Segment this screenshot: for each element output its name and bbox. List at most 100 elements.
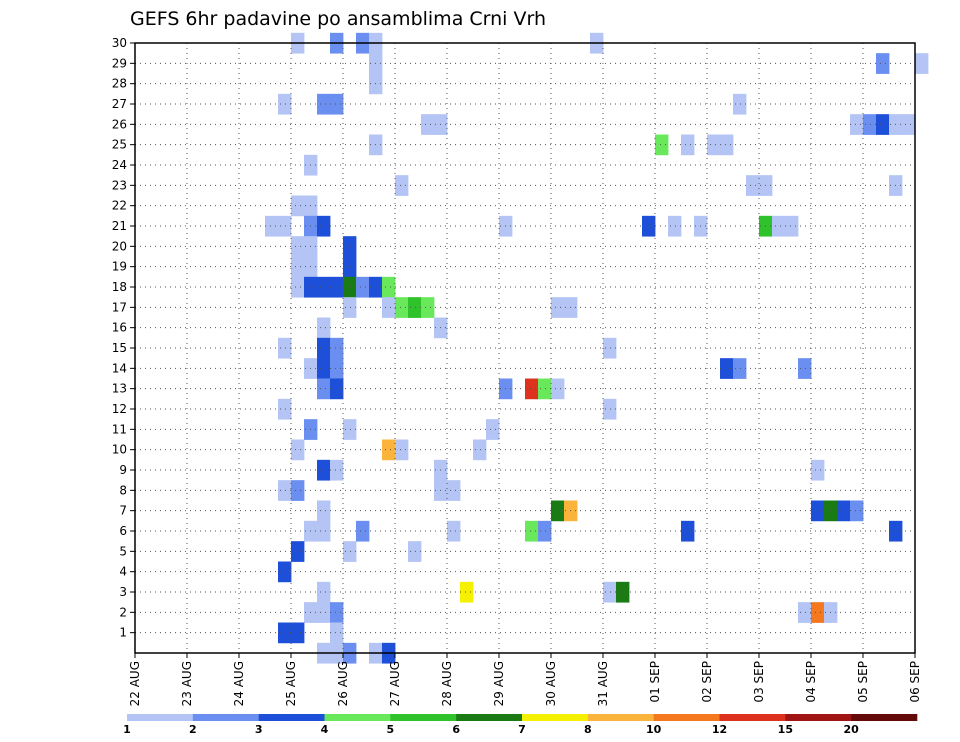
heatmap-cell xyxy=(291,439,305,461)
y-tick-label: 28 xyxy=(112,77,127,91)
heatmap-cell xyxy=(382,276,396,298)
heatmap-cell xyxy=(330,602,344,623)
grid-lines xyxy=(135,43,915,653)
heatmap-cell xyxy=(447,520,461,542)
y-tick-label: 12 xyxy=(112,402,127,416)
heatmap-cell xyxy=(343,541,357,562)
y-tick-label: 14 xyxy=(112,361,127,375)
heatmap-cell xyxy=(317,378,331,400)
chart-title: GEFS 6hr padavine po ansamblima Crni Vrh xyxy=(130,8,546,30)
y-tick-label: 4 xyxy=(119,565,127,579)
y-tick-label: 25 xyxy=(112,138,127,152)
heatmap-cell xyxy=(330,358,344,379)
heatmap-cell xyxy=(291,480,305,501)
y-tick-label: 10 xyxy=(112,443,127,457)
heatmap-cell xyxy=(330,93,344,115)
heatmap-cell xyxy=(551,378,565,400)
heatmap-cell xyxy=(343,256,357,278)
heatmap-cell xyxy=(317,317,331,339)
heatmap-cell xyxy=(733,358,747,379)
heatmap-cell xyxy=(343,297,357,318)
colorbar-label: 15 xyxy=(778,723,793,736)
colorbar-label: 4 xyxy=(321,723,329,736)
heatmap-cell xyxy=(317,581,331,603)
y-tick-label: 2 xyxy=(119,605,127,619)
heatmap-cell xyxy=(278,215,292,237)
x-tick-label: 28 AUG xyxy=(440,661,454,706)
y-tick-label: 1 xyxy=(119,626,127,640)
heatmap-cell xyxy=(317,337,331,359)
heatmap-cell xyxy=(551,297,565,318)
heatmap-cell xyxy=(681,134,695,156)
colorbar-label: 12 xyxy=(712,723,727,736)
y-tick-label: 9 xyxy=(119,463,127,477)
heatmap-cell xyxy=(291,236,305,257)
colorbar-label: 2 xyxy=(189,723,197,736)
y-tick-label: 3 xyxy=(119,585,127,599)
heatmap-cell xyxy=(330,378,344,400)
y-tick-label: 6 xyxy=(119,524,127,538)
x-tick-label: 04 SEP xyxy=(804,661,818,703)
y-tick-label: 17 xyxy=(112,300,127,314)
colorbar-swatch xyxy=(127,714,194,721)
heatmap-cell xyxy=(486,419,500,440)
colorbar-label: 6 xyxy=(452,723,460,736)
heatmap-cell xyxy=(473,439,487,461)
colorbar-swatch xyxy=(785,714,852,721)
y-tick-label: 11 xyxy=(112,422,127,436)
heatmap-cell xyxy=(291,622,305,644)
heatmap-cell xyxy=(395,297,409,318)
colorbar-swatch xyxy=(258,714,325,721)
x-tick-label: 31 AUG xyxy=(596,661,610,706)
heatmap-cell xyxy=(655,134,669,156)
heatmap-cell xyxy=(317,276,331,298)
x-tick-label: 30 AUG xyxy=(544,661,558,706)
x-tick-label: 01 SEP xyxy=(648,661,662,703)
x-tick-label: 05 SEP xyxy=(856,661,870,703)
y-tick-label: 26 xyxy=(112,117,127,131)
colorbar-swatch xyxy=(587,714,654,721)
heatmap-cell xyxy=(538,520,552,542)
y-tick-label: 21 xyxy=(112,219,127,233)
x-tick-label: 29 AUG xyxy=(492,661,506,706)
heatmap-cell xyxy=(278,561,292,583)
y-tick-label: 18 xyxy=(112,280,127,294)
x-tick-label: 26 AUG xyxy=(336,661,350,706)
colorbar-label: 5 xyxy=(387,723,395,736)
heatmap-cell xyxy=(720,134,734,156)
heatmap-cell xyxy=(668,215,682,237)
y-axis: 1234567891011121314151617181920212223242… xyxy=(112,36,135,640)
x-tick-label: 22 AUG xyxy=(128,661,142,706)
heatmap-cell xyxy=(876,114,890,135)
y-tick-label: 22 xyxy=(112,199,127,213)
heatmap-cell xyxy=(902,114,916,135)
heatmap-cell xyxy=(291,541,305,562)
heatmap-cell xyxy=(291,276,305,298)
heatmap-cell xyxy=(603,398,617,420)
heatmap-cell xyxy=(408,541,422,562)
heatmap-cell xyxy=(330,276,344,298)
heatmap-cell xyxy=(382,439,396,461)
heatmap-cell xyxy=(421,297,435,318)
colorbar-label: 8 xyxy=(584,723,592,736)
heatmap-cell xyxy=(811,602,825,623)
heatmap-cell xyxy=(317,602,331,623)
heatmap-cell xyxy=(642,215,656,237)
y-tick-label: 29 xyxy=(112,56,127,70)
colorbar-label: 7 xyxy=(518,723,526,736)
heatmap-cell xyxy=(811,500,825,522)
heatmap-cell xyxy=(395,175,409,196)
colorbar-swatch xyxy=(851,714,918,721)
colorbar-swatch xyxy=(324,714,391,721)
y-tick-label: 13 xyxy=(112,382,127,396)
heatmap-cell xyxy=(317,358,331,379)
heatmap-cell xyxy=(681,520,695,542)
heatmap-cells xyxy=(265,32,929,664)
heatmap-cell xyxy=(811,459,825,481)
heatmap-cell xyxy=(317,215,331,237)
x-tick-label: 27 AUG xyxy=(388,661,402,706)
heatmap-cell xyxy=(746,175,760,196)
colorbar-label: 3 xyxy=(255,723,263,736)
heatmap-cell xyxy=(265,215,279,237)
y-tick-label: 16 xyxy=(112,321,127,335)
